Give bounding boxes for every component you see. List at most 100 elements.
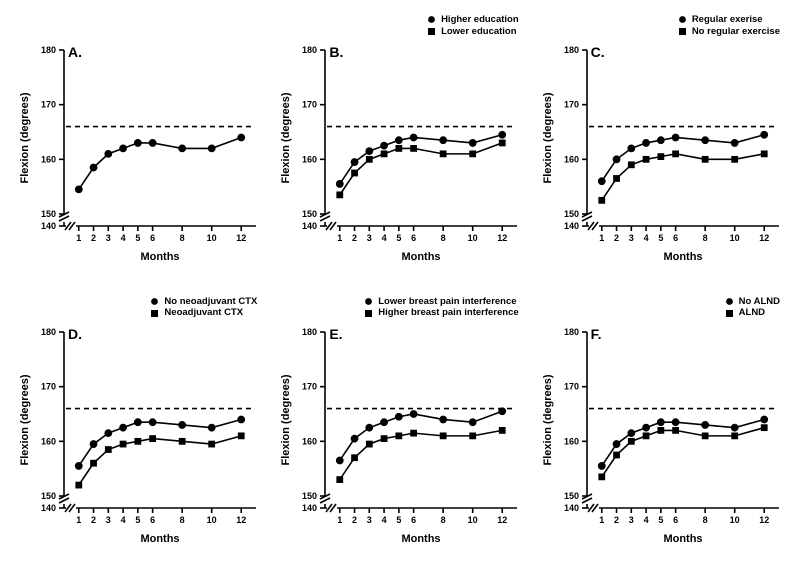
svg-text:8: 8 [441, 233, 446, 243]
series-line [79, 137, 241, 189]
square-marker-icon [150, 309, 159, 318]
series-line [601, 419, 763, 465]
svg-text:180: 180 [302, 45, 317, 55]
svg-text:3: 3 [367, 233, 372, 243]
svg-text:4: 4 [643, 515, 648, 525]
svg-text:10: 10 [729, 233, 739, 243]
svg-text:12: 12 [236, 233, 246, 243]
circle-marker-icon [427, 15, 436, 24]
svg-text:160: 160 [564, 436, 579, 446]
panel-letter: A. [68, 44, 82, 60]
svg-text:160: 160 [302, 154, 317, 164]
svg-text:6: 6 [673, 515, 678, 525]
svg-text:3: 3 [628, 515, 633, 525]
svg-text:12: 12 [236, 515, 246, 525]
panel-C: 14015016017018012345681012MonthsFlexion … [533, 10, 790, 288]
svg-text:10: 10 [207, 515, 217, 525]
legend-item: Higher breast pain interference [364, 307, 518, 319]
panel-B: 14015016017018012345681012MonthsFlexion … [271, 10, 528, 288]
svg-text:160: 160 [41, 154, 56, 164]
legend: No neoadjuvant CTXNeoadjuvant CTX [150, 296, 257, 320]
svg-text:170: 170 [564, 381, 579, 391]
svg-text:160: 160 [302, 436, 317, 446]
legend-item: Higher education [427, 14, 519, 26]
series-line [79, 435, 241, 484]
svg-text:5: 5 [658, 515, 663, 525]
legend-label: Lower breast pain interference [378, 296, 516, 308]
svg-text:6: 6 [411, 233, 416, 243]
svg-text:8: 8 [180, 515, 185, 525]
legend-label: ALND [739, 307, 765, 319]
svg-text:10: 10 [729, 515, 739, 525]
svg-text:8: 8 [702, 233, 707, 243]
legend-item: Regular exerise [678, 14, 780, 26]
svg-text:170: 170 [41, 100, 56, 110]
x-axis-label: Months [402, 251, 441, 263]
x-axis-label: Months [663, 533, 702, 545]
svg-text:180: 180 [564, 45, 579, 55]
svg-text:4: 4 [643, 233, 648, 243]
svg-text:4: 4 [382, 233, 387, 243]
panel-letter: C. [591, 44, 605, 60]
legend: Higher educationLower education [427, 14, 519, 38]
legend-item: Lower breast pain interference [364, 296, 518, 308]
svg-text:6: 6 [150, 515, 155, 525]
svg-text:10: 10 [207, 233, 217, 243]
svg-text:150: 150 [302, 491, 317, 501]
svg-text:8: 8 [441, 515, 446, 525]
series-line [340, 143, 502, 195]
legend-item: Neoadjuvant CTX [150, 307, 257, 319]
svg-text:4: 4 [121, 233, 126, 243]
svg-text:140: 140 [41, 221, 56, 231]
svg-text:180: 180 [41, 327, 56, 337]
panel-F: 14015016017018012345681012MonthsFlexion … [533, 292, 790, 570]
svg-text:4: 4 [121, 515, 126, 525]
svg-text:150: 150 [41, 491, 56, 501]
svg-text:170: 170 [302, 381, 317, 391]
legend-item: ALND [725, 307, 780, 319]
svg-text:3: 3 [106, 233, 111, 243]
svg-text:180: 180 [41, 45, 56, 55]
svg-text:8: 8 [180, 233, 185, 243]
svg-text:12: 12 [759, 515, 769, 525]
series-line [340, 411, 502, 460]
circle-marker-icon [150, 297, 159, 306]
legend-label: Regular exerise [692, 14, 763, 26]
svg-text:150: 150 [41, 209, 56, 219]
svg-text:170: 170 [564, 100, 579, 110]
legend-item: Lower education [427, 26, 519, 38]
svg-text:150: 150 [564, 491, 579, 501]
circle-marker-icon [725, 297, 734, 306]
svg-text:12: 12 [498, 515, 508, 525]
svg-text:5: 5 [658, 233, 663, 243]
svg-text:12: 12 [759, 233, 769, 243]
legend-label: Lower education [441, 26, 516, 38]
x-axis-label: Months [140, 533, 179, 545]
y-axis-label: Flexion (degrees) [280, 374, 292, 465]
svg-text:3: 3 [367, 515, 372, 525]
svg-text:2: 2 [352, 233, 357, 243]
svg-text:10: 10 [468, 233, 478, 243]
x-axis-label: Months [402, 533, 441, 545]
svg-text:170: 170 [41, 381, 56, 391]
svg-text:1: 1 [338, 515, 343, 525]
svg-text:5: 5 [397, 233, 402, 243]
svg-text:1: 1 [76, 515, 81, 525]
svg-text:5: 5 [135, 233, 140, 243]
legend: Regular exeriseNo regular exercise [678, 14, 780, 38]
y-axis-label: Flexion (degrees) [280, 92, 292, 183]
svg-text:140: 140 [564, 221, 579, 231]
y-axis-label: Flexion (degrees) [19, 92, 31, 183]
svg-text:2: 2 [352, 515, 357, 525]
svg-text:2: 2 [614, 515, 619, 525]
series-line [601, 154, 763, 200]
panel-E: 14015016017018012345681012MonthsFlexion … [271, 292, 528, 570]
legend-label: No ALND [739, 296, 780, 308]
svg-text:1: 1 [338, 233, 343, 243]
x-axis-label: Months [663, 251, 702, 263]
svg-text:1: 1 [599, 233, 604, 243]
svg-text:4: 4 [382, 515, 387, 525]
svg-text:140: 140 [564, 503, 579, 513]
square-marker-icon [725, 309, 734, 318]
square-marker-icon [427, 27, 436, 36]
